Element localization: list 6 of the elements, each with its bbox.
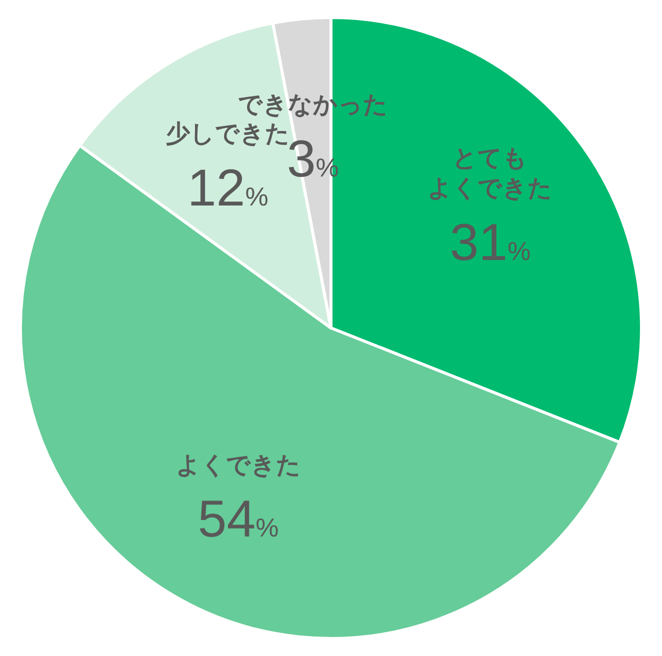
- slice-label: 少しできた: [166, 120, 290, 148]
- data-label: 31%: [450, 214, 531, 272]
- data-label: 12%: [187, 159, 268, 218]
- data-label: 54%: [198, 490, 279, 549]
- slice-label: よくできた: [176, 450, 301, 479]
- slice-label: とてもよくできた: [428, 144, 553, 202]
